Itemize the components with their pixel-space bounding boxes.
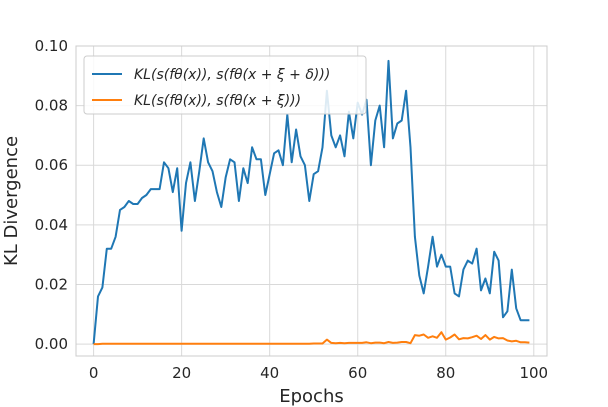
legend: KL(s(fθ(x)), s(fθ(x + ξ + δ))) KL(s(fθ(x… [83,55,367,115]
x-tick-label: 40 [260,364,279,382]
x-tick-label: 60 [348,364,367,382]
x-tick-label: 80 [436,364,455,382]
y-axis-title: KL Divergence [1,136,22,266]
y-tick-label: 0.02 [35,275,68,293]
legend-label-series-1: KL(s(fθ(x)), s(fθ(x + ξ + δ))) [134,67,330,83]
y-tick-label: 0.10 [35,37,68,55]
series-line-1 [92,59,530,345]
x-tick-label: 100 [519,364,548,382]
y-tick-label: 0.00 [35,335,68,353]
y-tick-label: 0.04 [35,216,68,234]
tick-labels: 0 20 40 60 80 100 0.00 0.02 0.04 0.06 0.08 0.10 [35,37,549,382]
legend-box [83,55,367,115]
x-tick-label: 0 [89,364,99,382]
series-line-2 [93,331,530,346]
series-lines [92,59,530,346]
legend-label-series-2: KL(s(fθ(x)), s(fθ(x + ξ))) [134,93,301,109]
x-axis-title: Epochs [279,386,344,407]
y-tick-label: 0.08 [35,97,68,115]
x-tick-label: 20 [172,364,191,382]
plot-frame [75,45,548,357]
y-tick-label: 0.06 [35,156,68,174]
